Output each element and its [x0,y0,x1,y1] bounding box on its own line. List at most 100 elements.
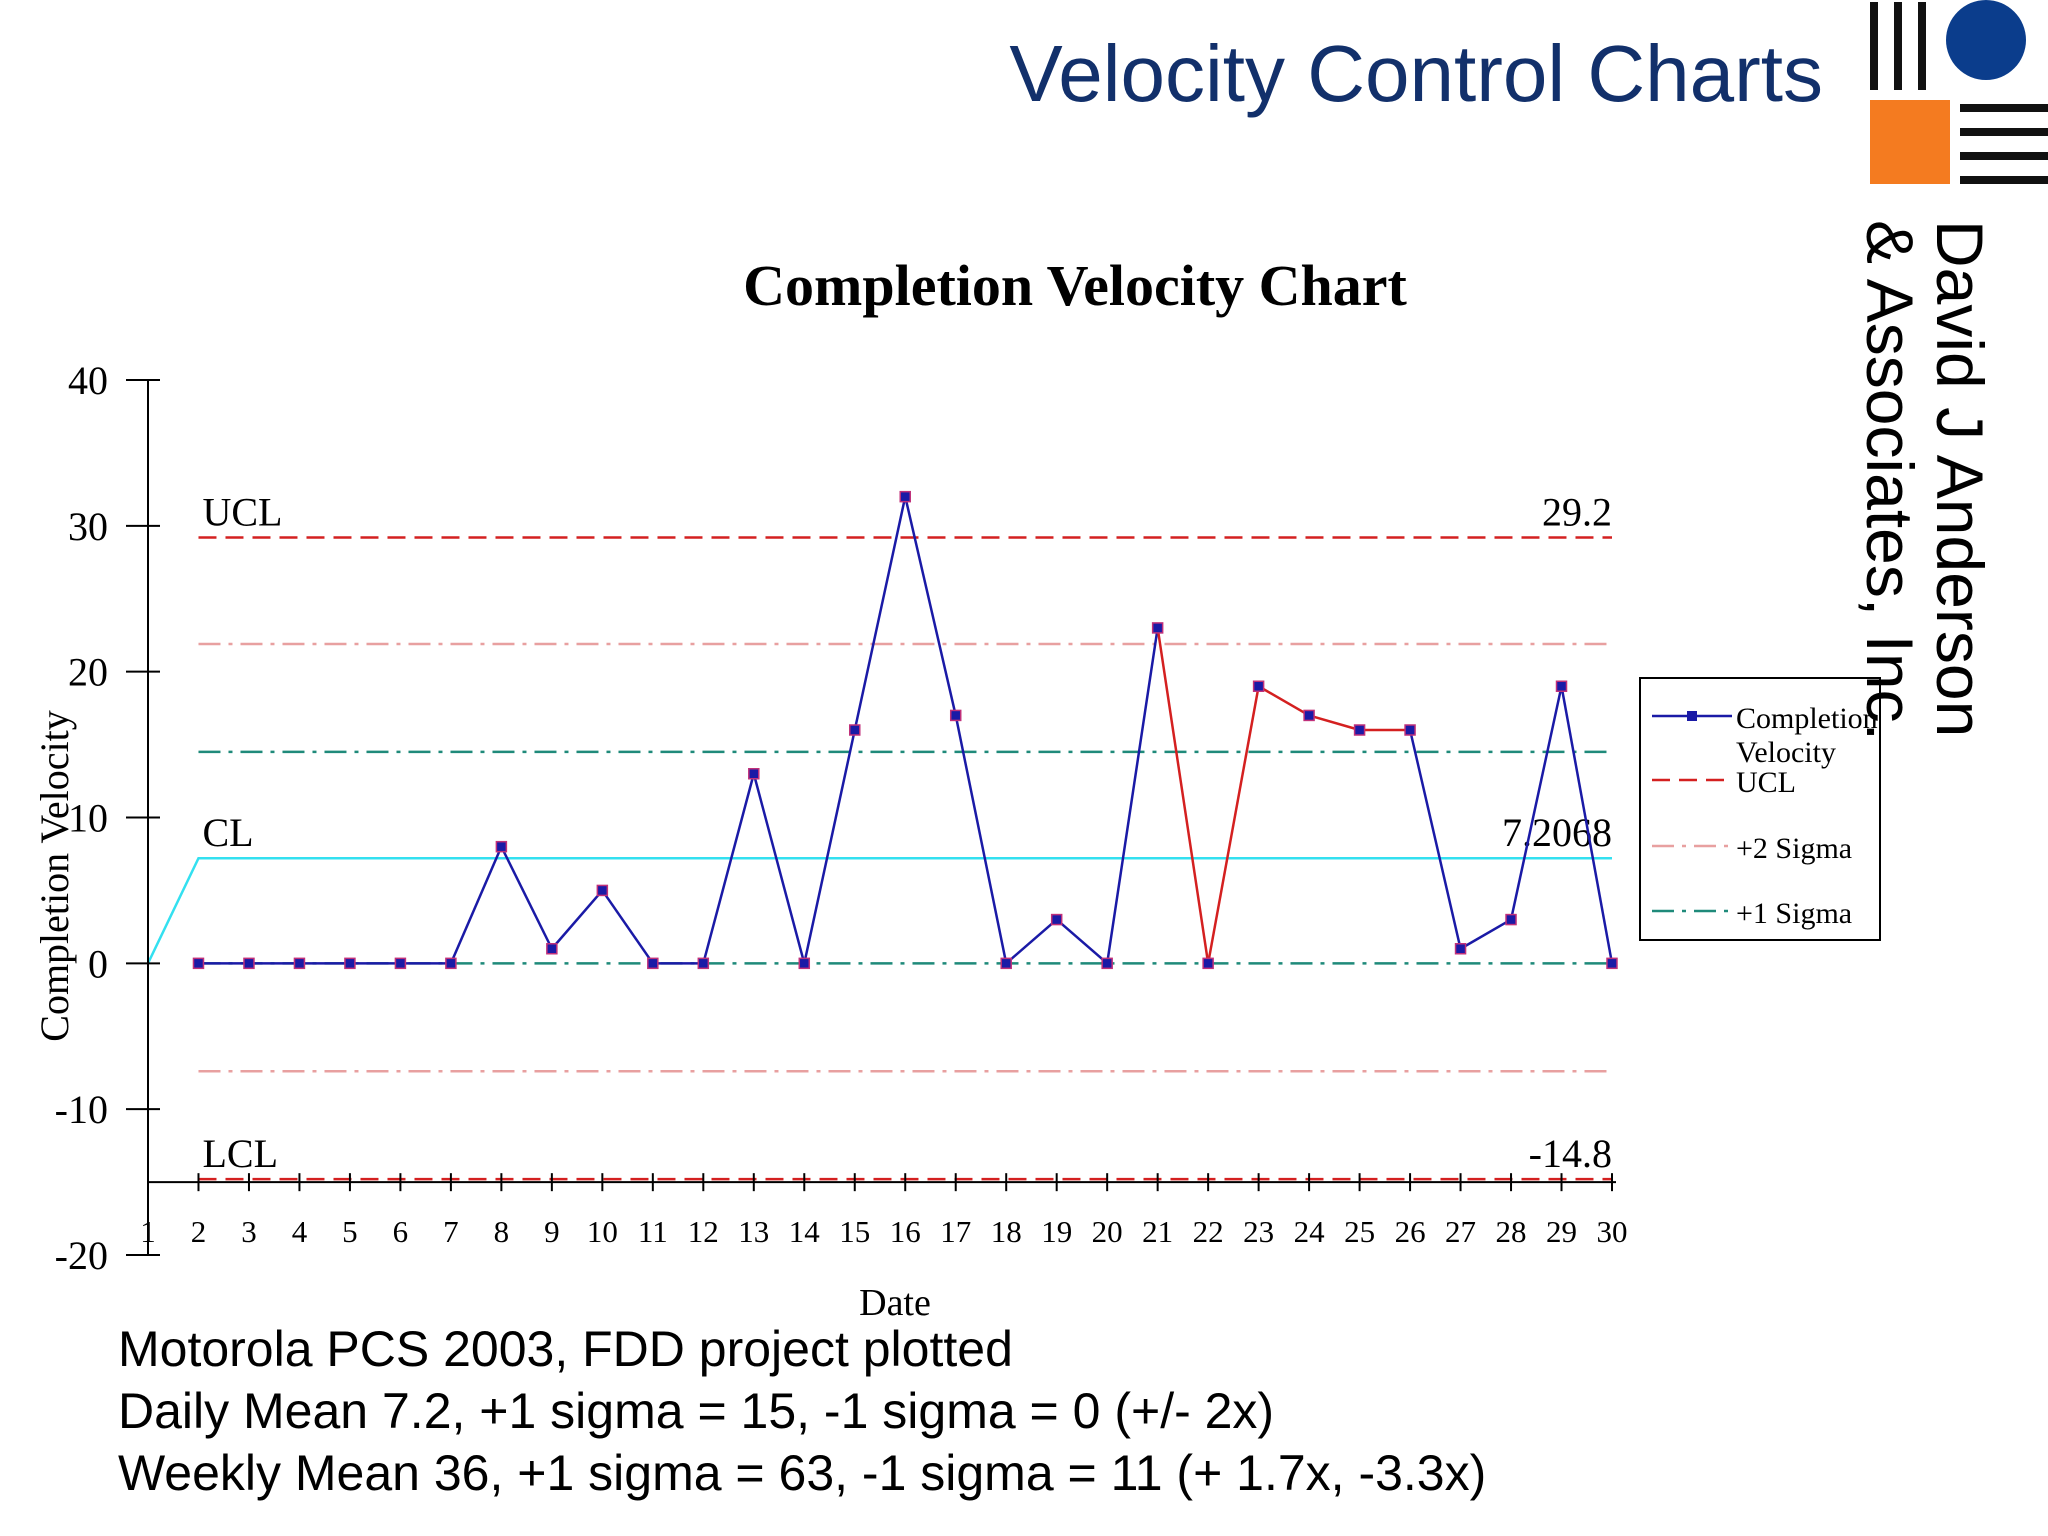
company-name-line2: & Associates, Inc. [1853,220,1927,741]
slide-title: Velocity Control Charts [1009,29,1823,118]
y-tick-label: 10 [68,796,108,841]
control-label-cl: CL [202,810,253,855]
logo-bar [1960,152,2048,160]
y-tick-label: 30 [68,504,108,549]
logo-bar [1960,104,2048,112]
x-tick-label: 25 [1344,1214,1375,1249]
company-logo [1870,0,2048,184]
series-segment [1308,714,1360,732]
series-segment [904,496,957,716]
data-point [1050,913,1063,926]
logo-bar [1894,2,1902,90]
legend-marker [1687,711,1697,721]
company-name: David J Anderson & Associates, Inc. [1853,220,1997,741]
x-tick-label: 18 [991,1214,1022,1249]
control-label-ucl: UCL [202,490,282,535]
control-label-lcl: LCL [202,1131,278,1176]
legend-label-ucl: UCL [1736,766,1796,799]
y-axis-label: Completion Velocity [32,710,77,1041]
y-tick-label: 0 [88,941,108,986]
x-tick-label: 9 [544,1214,560,1249]
x-tick-label: 29 [1546,1214,1577,1249]
y-tick-label: 40 [68,358,108,403]
series-segment [1055,918,1108,965]
data-point [697,957,710,970]
logo-circle [1946,0,2026,80]
x-tick-label: 20 [1092,1214,1123,1249]
series-segment [550,889,604,950]
y-tick-label: -20 [55,1233,108,1278]
series-segment [1206,686,1260,964]
data-point [495,840,508,853]
logo-bar [1960,128,2048,136]
y-tick-label: 20 [68,650,108,695]
data-point [243,957,255,970]
data-point [293,957,306,970]
x-tick-label: 12 [688,1214,719,1249]
logo-bar [1918,2,1926,90]
data-point [1454,943,1467,955]
data-point [1252,680,1265,692]
x-tick-label: 22 [1193,1214,1224,1249]
data-point [798,957,811,970]
series-segment [500,846,553,950]
x-tick-label: 27 [1445,1214,1476,1249]
data-point [1505,913,1517,926]
x-tick-label: 17 [940,1214,971,1249]
x-tick-label: 5 [342,1214,358,1249]
series-segment [853,496,907,731]
x-tick-label: 2 [191,1214,207,1249]
control-value-cl: 7.2068 [1502,810,1612,855]
x-tick-label: 28 [1496,1214,1527,1249]
chart-title: Completion Velocity Chart [743,253,1407,318]
data-point [344,957,356,970]
x-tick-label: 4 [292,1214,308,1249]
slide-notes: Motorola PCS 2003, FDD project plotted D… [118,1318,1486,1504]
x-tick-label: 1 [140,1214,156,1249]
x-tick-label: 16 [890,1214,921,1249]
data-point [1404,724,1416,736]
x-tick-label: 3 [241,1214,257,1249]
data-point [192,957,205,970]
data-point [1000,957,1012,970]
x-tick-label: 21 [1142,1214,1173,1249]
data-point [1606,957,1618,970]
company-name-line1: David J Anderson [1923,220,1997,738]
data-point [748,768,760,780]
legend-label-plus-1-sigma: +1 Sigma [1736,897,1852,930]
logo-bar [1960,176,2048,184]
x-tick-label: 11 [638,1214,668,1249]
legend-label-completion-velocity: Velocity [1736,736,1836,769]
x-tick-label: 10 [587,1214,618,1249]
data-point [394,957,407,970]
note-line: Weekly Mean 36, +1 sigma = 63, -1 sigma … [118,1445,1487,1501]
x-tick-label: 13 [738,1214,769,1249]
series-segment [1156,627,1210,964]
data-point [949,709,962,722]
control-line-cl [146,856,1612,964]
x-tick-label: 19 [1041,1214,1072,1249]
logo-bar [1870,2,1878,90]
series-segment [954,715,1008,964]
logo-square [1870,100,1950,184]
data-point [899,490,911,503]
note-line: Motorola PCS 2003, FDD project plotted [118,1321,1013,1377]
data-point [647,957,659,970]
x-tick-label: 23 [1243,1214,1274,1249]
data-point [1555,680,1568,692]
series-segment [601,889,654,965]
x-tick-label: 24 [1294,1214,1326,1249]
x-tick-label: 15 [839,1214,870,1249]
series-segment [449,846,503,964]
x-tick-label: 8 [494,1214,510,1249]
x-tick-label: 30 [1597,1214,1628,1249]
series-segment [1105,627,1159,964]
series-segment [1459,918,1512,950]
data-point [1353,724,1366,736]
y-tick-label: -10 [55,1087,108,1132]
data-point [445,957,457,970]
series-segment [752,773,806,964]
data-point [849,724,861,736]
series-segment [1408,729,1462,950]
